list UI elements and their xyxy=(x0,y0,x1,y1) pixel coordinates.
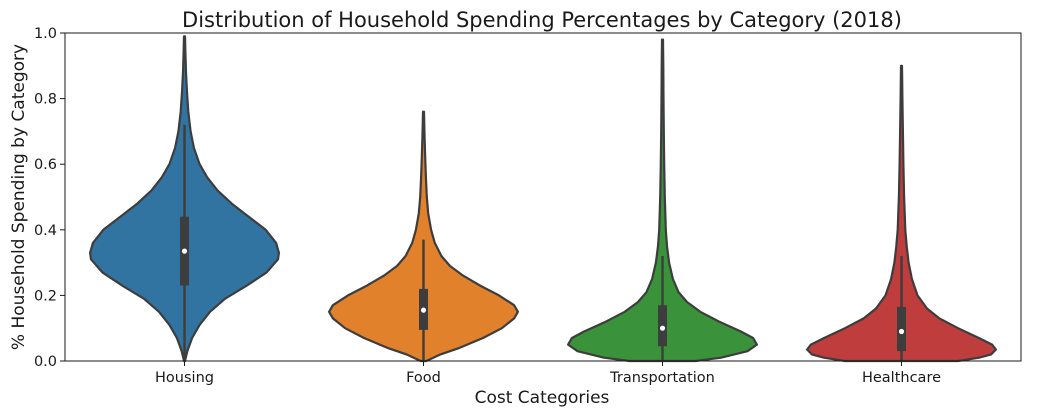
y-tick-label: 0.2 xyxy=(34,288,57,304)
violin-healthcare xyxy=(806,64,997,363)
x-tick-label: Healthcare xyxy=(862,370,941,386)
x-tick-label: Transportation xyxy=(609,370,715,386)
y-tick-label: 1.0 xyxy=(34,26,57,42)
y-tick-label: 0.0 xyxy=(34,354,57,370)
median-point xyxy=(420,307,427,313)
x-axis-label: Cost Categories xyxy=(475,388,610,408)
median-point xyxy=(181,248,188,254)
y-tick-label: 0.6 xyxy=(34,157,57,173)
median-point xyxy=(659,325,666,331)
x-axis: Housing Food Transportation Healthcare xyxy=(155,361,941,386)
violin-transportation xyxy=(567,38,758,363)
x-tick-label: Food xyxy=(406,370,441,386)
y-axis-label: % Household Spending by Category xyxy=(9,44,29,350)
x-tick-label: Housing xyxy=(155,370,214,386)
y-axis: 0.0 0.2 0.4 0.6 0.8 1.0 xyxy=(34,26,65,370)
violin-food xyxy=(328,110,519,363)
y-tick-label: 0.4 xyxy=(34,223,57,239)
median-point xyxy=(898,328,905,335)
chart-title: Distribution of Household Spending Perce… xyxy=(182,8,902,32)
y-tick-label: 0.8 xyxy=(34,92,57,108)
plot-frame xyxy=(64,32,1022,362)
violins-group xyxy=(89,35,997,363)
